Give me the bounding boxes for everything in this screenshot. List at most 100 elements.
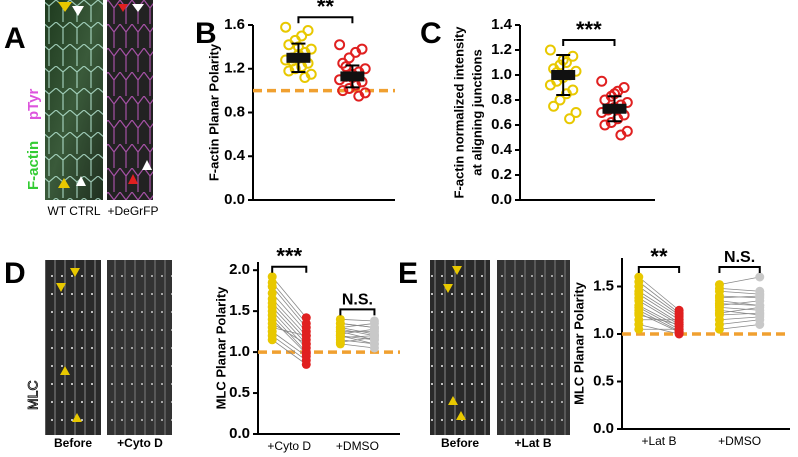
y-axis-label: F-actin Planar Polarity	[206, 43, 221, 181]
pair-line	[719, 290, 760, 295]
pair-line	[271, 323, 307, 345]
data-point	[755, 301, 765, 310]
data-point	[335, 339, 345, 349]
pair-line	[638, 297, 680, 323]
pair-line	[638, 290, 680, 318]
pair-line	[271, 282, 307, 324]
pair-line	[340, 343, 375, 349]
data-point	[755, 320, 765, 329]
panel-letter: B	[195, 17, 217, 50]
pair-line	[340, 335, 375, 345]
y-tick-label: 0.6	[491, 116, 512, 133]
significance-bracket	[637, 266, 681, 273]
data-point	[714, 324, 724, 334]
y-axis-label: MLC Planar Polarity	[571, 281, 586, 405]
pair-line	[719, 312, 760, 316]
y-tick-label: 0.0	[224, 191, 245, 208]
panel-letter: A	[4, 22, 26, 55]
pair-line	[638, 300, 680, 325]
data-point	[369, 339, 379, 349]
pair-line	[271, 319, 307, 355]
significance-bracket	[718, 266, 761, 273]
pair-line	[638, 307, 680, 330]
significance-label: ***	[276, 244, 302, 269]
y-tick-label: 1.4	[491, 16, 513, 33]
pair-line	[719, 309, 760, 316]
panel-a-images	[45, 0, 153, 200]
significance-bracket	[271, 265, 308, 273]
panel-letter: C	[420, 17, 442, 50]
significance-label: N.S.	[724, 249, 755, 266]
data-point	[267, 282, 277, 292]
pair-line	[719, 288, 760, 292]
mean-bar	[602, 103, 627, 114]
data-point	[755, 272, 765, 282]
data-point	[334, 39, 346, 51]
pair-line	[719, 303, 760, 306]
pair-line	[271, 302, 307, 341]
stain-label: pTyr	[25, 88, 42, 120]
image-label: WT CTRL	[47, 204, 100, 218]
y-axis-label: at aligning junctions	[469, 49, 484, 175]
data-point	[674, 315, 684, 325]
data-point	[301, 359, 311, 369]
pair-line	[719, 276, 760, 285]
y-tick-label: 0.0	[593, 420, 614, 437]
pair-line	[638, 276, 680, 311]
significance-label: N.S.	[342, 292, 373, 309]
y-tick-label: 0.0	[491, 191, 512, 208]
data-point	[755, 291, 765, 301]
y-tick-label: 1.5	[229, 302, 250, 319]
data-point	[280, 21, 292, 33]
significance-label: ***	[576, 17, 602, 42]
pair-line	[638, 293, 680, 321]
pair-line	[271, 310, 307, 349]
x-tick-label: +DMSO	[336, 439, 379, 453]
significance-bracket	[297, 16, 354, 24]
pair-line	[638, 309, 680, 332]
x-tick-label: +Lat B	[641, 434, 676, 448]
data-point	[283, 39, 295, 51]
data-point	[340, 61, 352, 73]
significance-label: **	[317, 0, 335, 19]
mean-bar	[340, 71, 365, 82]
y-tick-label: 0.5	[593, 372, 614, 389]
pair-line	[340, 335, 375, 341]
data-point	[353, 90, 365, 102]
pair-line	[638, 281, 680, 314]
pair-line	[271, 276, 307, 318]
pair-line	[719, 300, 760, 306]
pair-line	[719, 307, 760, 311]
pair-line	[638, 286, 680, 316]
y-tick-label: 2.0	[229, 261, 250, 278]
pair-line	[719, 319, 760, 325]
significance-bracket	[562, 39, 616, 46]
data-point	[337, 85, 349, 97]
y-tick-label: 0.4	[491, 141, 513, 158]
y-tick-label: 1.0	[229, 343, 250, 360]
y-tick-label: 0.2	[491, 166, 512, 183]
pair-line	[340, 318, 375, 322]
y-tick-label: 0.0	[229, 425, 250, 442]
significance-bracket	[339, 308, 376, 316]
y-tick-label: 1.2	[491, 41, 512, 58]
pair-line	[271, 331, 307, 357]
data-point	[564, 113, 576, 125]
data-point	[544, 79, 556, 91]
mean-bar	[286, 52, 311, 63]
y-tick-label: 1.2	[224, 60, 245, 77]
data-point	[335, 331, 345, 341]
pair-line	[719, 324, 760, 330]
y-tick-label: 1.5	[593, 277, 614, 294]
pair-line	[719, 307, 760, 314]
data-point	[337, 57, 349, 69]
data-point	[301, 339, 311, 349]
y-tick-label: 1.0	[593, 325, 614, 342]
data-point	[567, 50, 579, 62]
significance-label: **	[650, 244, 668, 269]
panel-d-images	[45, 260, 172, 435]
data-point	[714, 299, 724, 309]
stain-label: F-actin	[25, 141, 42, 190]
mean-bar	[551, 70, 576, 80]
pair-line	[271, 286, 307, 328]
